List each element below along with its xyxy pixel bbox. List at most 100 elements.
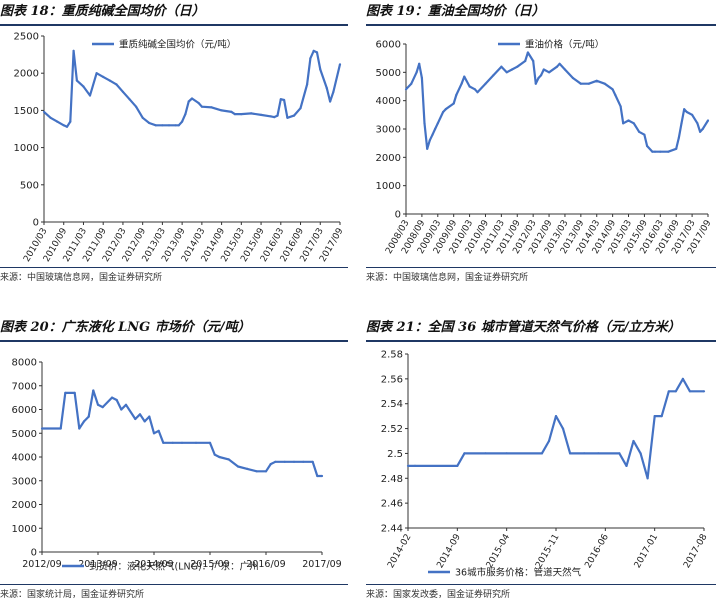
data-point (332, 90, 335, 93)
legend-label: 36城市服务价格：管道天然气 (455, 567, 582, 579)
data-point (269, 463, 272, 466)
data-point (675, 147, 678, 150)
data-point (619, 105, 622, 108)
title-rule (366, 24, 716, 26)
data-point (603, 82, 606, 85)
data-point (180, 441, 184, 444)
data-point (190, 97, 194, 100)
data-point (42, 110, 46, 113)
data-point (124, 403, 128, 406)
line-chart: 2.44 2.46 2.48 2.5 2.52 2.54 2.56 2.58 2014-02 20… (381, 350, 710, 579)
data-point (410, 82, 413, 85)
data-point (152, 432, 156, 435)
data-point (500, 65, 503, 68)
legend-label: 重油价格（元/吨） (525, 39, 604, 51)
data-point (319, 68, 322, 71)
data-point (187, 100, 190, 103)
source-rule (366, 267, 716, 268)
y-tick-label: 8000 (12, 358, 37, 369)
data-point (579, 82, 582, 85)
data-point (646, 477, 649, 480)
y-tick-label: 0 (31, 548, 37, 559)
y-tick-label: 2000 (14, 69, 39, 80)
data-point (540, 452, 543, 455)
data-point (177, 124, 180, 127)
data-point (69, 120, 72, 123)
data-point (255, 470, 258, 473)
data-point (174, 124, 177, 127)
data-point (680, 122, 683, 125)
title-rule (0, 24, 348, 26)
data-point (141, 116, 144, 119)
data-point (316, 474, 319, 478)
legend-label: 重质纯碱全国均价（元/吨） (119, 39, 236, 51)
data-point (418, 62, 421, 65)
data-point (72, 49, 75, 52)
data-point (108, 79, 111, 82)
y-tick-label: 2.52 (381, 424, 403, 435)
data-point (309, 57, 312, 60)
data-point (699, 130, 702, 133)
y-tick-label: 7000 (12, 381, 37, 392)
data-point (413, 464, 417, 467)
data-point (292, 114, 296, 117)
data-point (468, 85, 471, 88)
data-point (484, 452, 487, 455)
data-point (286, 116, 289, 119)
data-point (269, 115, 272, 118)
y-tick-label: 3000 (376, 125, 401, 136)
data-point (88, 94, 92, 97)
data-point (452, 102, 455, 105)
data-point (423, 122, 426, 125)
panel-title: 图表 19：重油全国均价（日） (366, 4, 545, 19)
data-point (558, 62, 561, 65)
chart-panel-19: 图表 19：重油全国均价（日） 0 1000 2000 3000 4000 5000 600… (366, 0, 716, 290)
data-point (213, 453, 216, 456)
data-point (532, 59, 535, 63)
data-point (230, 110, 233, 113)
data-point (554, 415, 558, 418)
data-point (128, 98, 131, 101)
data-point (696, 122, 699, 125)
data-point (681, 377, 684, 380)
panel-source: 来源：中国玻璃信息网，国金证券研究所 (366, 273, 529, 283)
data-point (706, 119, 710, 122)
data-point (299, 107, 302, 110)
data-point (653, 150, 657, 153)
data-point (240, 113, 243, 116)
data-point (75, 79, 78, 82)
data-point (329, 100, 332, 103)
data-point (161, 124, 164, 127)
data-point (292, 460, 296, 463)
data-point (210, 106, 213, 109)
data-point (643, 133, 646, 136)
data-point (59, 427, 62, 430)
data-point (702, 390, 706, 393)
data-point (208, 441, 212, 444)
data-point (227, 458, 230, 461)
data-point (420, 76, 423, 80)
y-tick-label: 1000 (12, 524, 37, 535)
chart-panel-21: 图表 21：全国 36 城市管道天然气价格（元/立方米） 2.44 2.46 2.4… (366, 316, 716, 605)
y-tick-label: 3000 (12, 476, 37, 487)
x-tick-label: 2015-11 (534, 533, 561, 571)
y-tick-label: 2000 (12, 500, 37, 511)
data-point (614, 93, 617, 97)
data-point (40, 427, 44, 430)
panel-title: 图表 20：广东液化 LNG 市场价（元/吨） (0, 320, 251, 335)
panel-title: 图表 21：全国 36 城市管道天然气价格（元/立方米） (366, 320, 681, 335)
data-point (484, 82, 487, 85)
data-point (659, 150, 662, 153)
data-point (463, 452, 466, 455)
data-point (197, 101, 200, 105)
y-tick-label: 1000 (376, 181, 401, 192)
data-point (162, 441, 165, 444)
data-point (548, 71, 551, 74)
data-point (279, 98, 282, 101)
data-point (611, 88, 614, 91)
data-point (260, 113, 263, 116)
x-tick-label: 2014-02 (386, 533, 413, 571)
data-point (120, 408, 123, 411)
data-point (526, 51, 529, 54)
data-point (563, 68, 566, 71)
